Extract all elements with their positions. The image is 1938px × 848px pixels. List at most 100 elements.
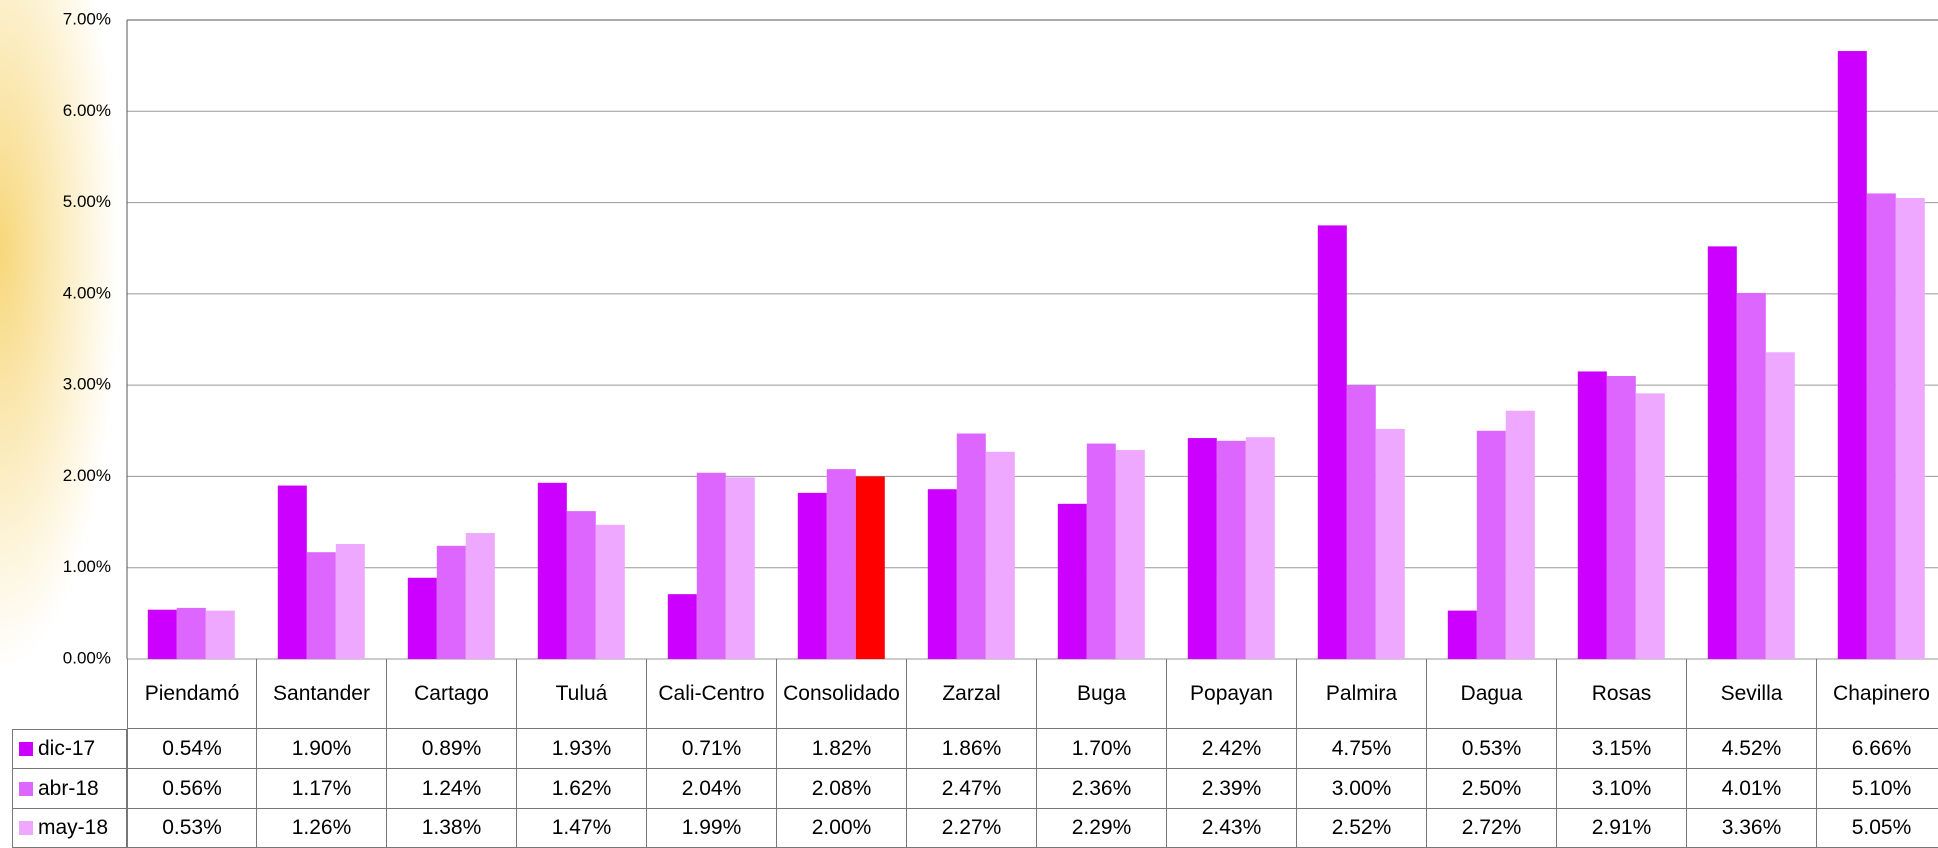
table-value: 1.26%: [257, 809, 387, 848]
bar: [1057, 503, 1087, 659]
category-label: Tuluá: [517, 659, 647, 729]
legend-label: dic-17: [38, 737, 96, 760]
table-value: 1.86%: [907, 729, 1037, 769]
category-label: Consolidado: [777, 659, 907, 729]
table-value: 1.62%: [517, 769, 647, 809]
bar: [306, 552, 336, 659]
bar: [1635, 393, 1665, 659]
y-tick-label: 3.00%: [63, 375, 111, 394]
table-value: 2.27%: [907, 809, 1037, 848]
table-value: 2.72%: [1427, 809, 1557, 848]
category-label: Cali-Centro: [647, 659, 777, 729]
bar: [1837, 51, 1867, 659]
bar: [1505, 410, 1535, 659]
bar: [1447, 610, 1477, 659]
bar: [335, 543, 365, 659]
bar: [1866, 193, 1896, 659]
table-value: 6.66%: [1817, 729, 1938, 769]
table-value: 2.29%: [1037, 809, 1167, 848]
y-tick-label: 4.00%: [63, 283, 111, 302]
category-label: Zarzal: [907, 659, 1037, 729]
category-label: Chapinero: [1817, 659, 1938, 729]
table-value: 1.38%: [387, 809, 517, 848]
bar: [595, 524, 625, 659]
legend-label: abr-18: [38, 776, 99, 800]
table-value: 0.54%: [127, 729, 257, 769]
table-value: 4.01%: [1687, 769, 1817, 809]
bar: [537, 482, 567, 659]
category-label: Sevilla: [1687, 659, 1817, 729]
y-tick-label: 7.00%: [63, 9, 111, 28]
bar: [1476, 430, 1506, 659]
table-value: 3.15%: [1557, 729, 1687, 769]
bar: [855, 476, 885, 659]
bar: [436, 545, 466, 659]
bar: [1346, 385, 1376, 659]
bar: [667, 594, 697, 659]
bar: [1606, 376, 1636, 659]
category-label: Buga: [1037, 659, 1167, 729]
table-value: 3.36%: [1687, 809, 1817, 848]
y-tick-label: 2.00%: [63, 466, 111, 485]
bar: [725, 477, 755, 659]
table-value: 0.89%: [387, 729, 517, 769]
legend-cell: abr-18: [12, 769, 127, 809]
bar: [1115, 449, 1145, 659]
table-value: 1.47%: [517, 809, 647, 848]
category-label: Piendamó: [127, 659, 257, 729]
category-label: Dagua: [1427, 659, 1557, 729]
bar: [277, 485, 307, 659]
table-value: 2.39%: [1167, 769, 1297, 809]
table-value: 1.70%: [1037, 729, 1167, 769]
table-value: 0.71%: [647, 729, 777, 769]
table-value: 1.82%: [777, 729, 907, 769]
table-value: 3.10%: [1557, 769, 1687, 809]
bar: [1736, 292, 1766, 659]
bar: [927, 489, 957, 659]
table-value: 2.42%: [1167, 729, 1297, 769]
legend-label: may-18: [38, 816, 109, 839]
bar: [985, 451, 1015, 659]
bar: [1375, 428, 1405, 659]
category-label: Popayan: [1167, 659, 1297, 729]
category-label: Palmira: [1297, 659, 1427, 729]
table-value: 4.75%: [1297, 729, 1427, 769]
legend-swatch: [19, 821, 33, 835]
table-value: 1.90%: [257, 729, 387, 769]
legend-cell: dic-17: [12, 729, 127, 769]
table-value: 2.52%: [1297, 809, 1427, 848]
bar: [1317, 225, 1347, 659]
table-value: 2.04%: [647, 769, 777, 809]
table-value: 5.10%: [1817, 769, 1938, 809]
bar: [1707, 246, 1737, 660]
table-value: 2.91%: [1557, 809, 1687, 848]
bar: [1765, 352, 1795, 659]
category-label: Santander: [257, 659, 387, 729]
table-value: 2.47%: [907, 769, 1037, 809]
table-value: 1.24%: [387, 769, 517, 809]
table-value: 1.99%: [647, 809, 777, 848]
bar: [1577, 371, 1607, 659]
table-value: 4.52%: [1687, 729, 1817, 769]
table-value: 2.43%: [1167, 809, 1297, 848]
y-tick-label: 0.00%: [63, 648, 111, 667]
table-value: 1.17%: [257, 769, 387, 809]
bar: [465, 533, 495, 659]
bar: [1895, 198, 1925, 659]
bar: [797, 492, 827, 659]
y-tick-label: 1.00%: [63, 557, 111, 576]
table-value: 3.00%: [1297, 769, 1427, 809]
table-value: 1.93%: [517, 729, 647, 769]
table-value: 0.56%: [127, 769, 257, 809]
table-value: 2.00%: [777, 809, 907, 848]
table-value: 0.53%: [1427, 729, 1557, 769]
bar: [826, 469, 856, 659]
bar: [1187, 438, 1217, 659]
bar: [696, 472, 726, 659]
table-value: 5.05%: [1817, 809, 1938, 848]
legend-swatch: [19, 742, 33, 756]
legend-cell: may-18: [12, 809, 127, 848]
legend-swatch: [19, 781, 33, 796]
